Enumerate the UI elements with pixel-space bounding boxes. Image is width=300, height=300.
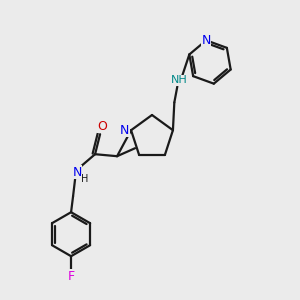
Text: O: O: [97, 120, 107, 133]
Text: N: N: [72, 166, 82, 179]
Text: N: N: [120, 124, 129, 137]
Text: H: H: [81, 174, 89, 184]
Text: N: N: [202, 34, 211, 47]
Text: F: F: [68, 270, 75, 283]
Text: NH: NH: [171, 76, 188, 85]
